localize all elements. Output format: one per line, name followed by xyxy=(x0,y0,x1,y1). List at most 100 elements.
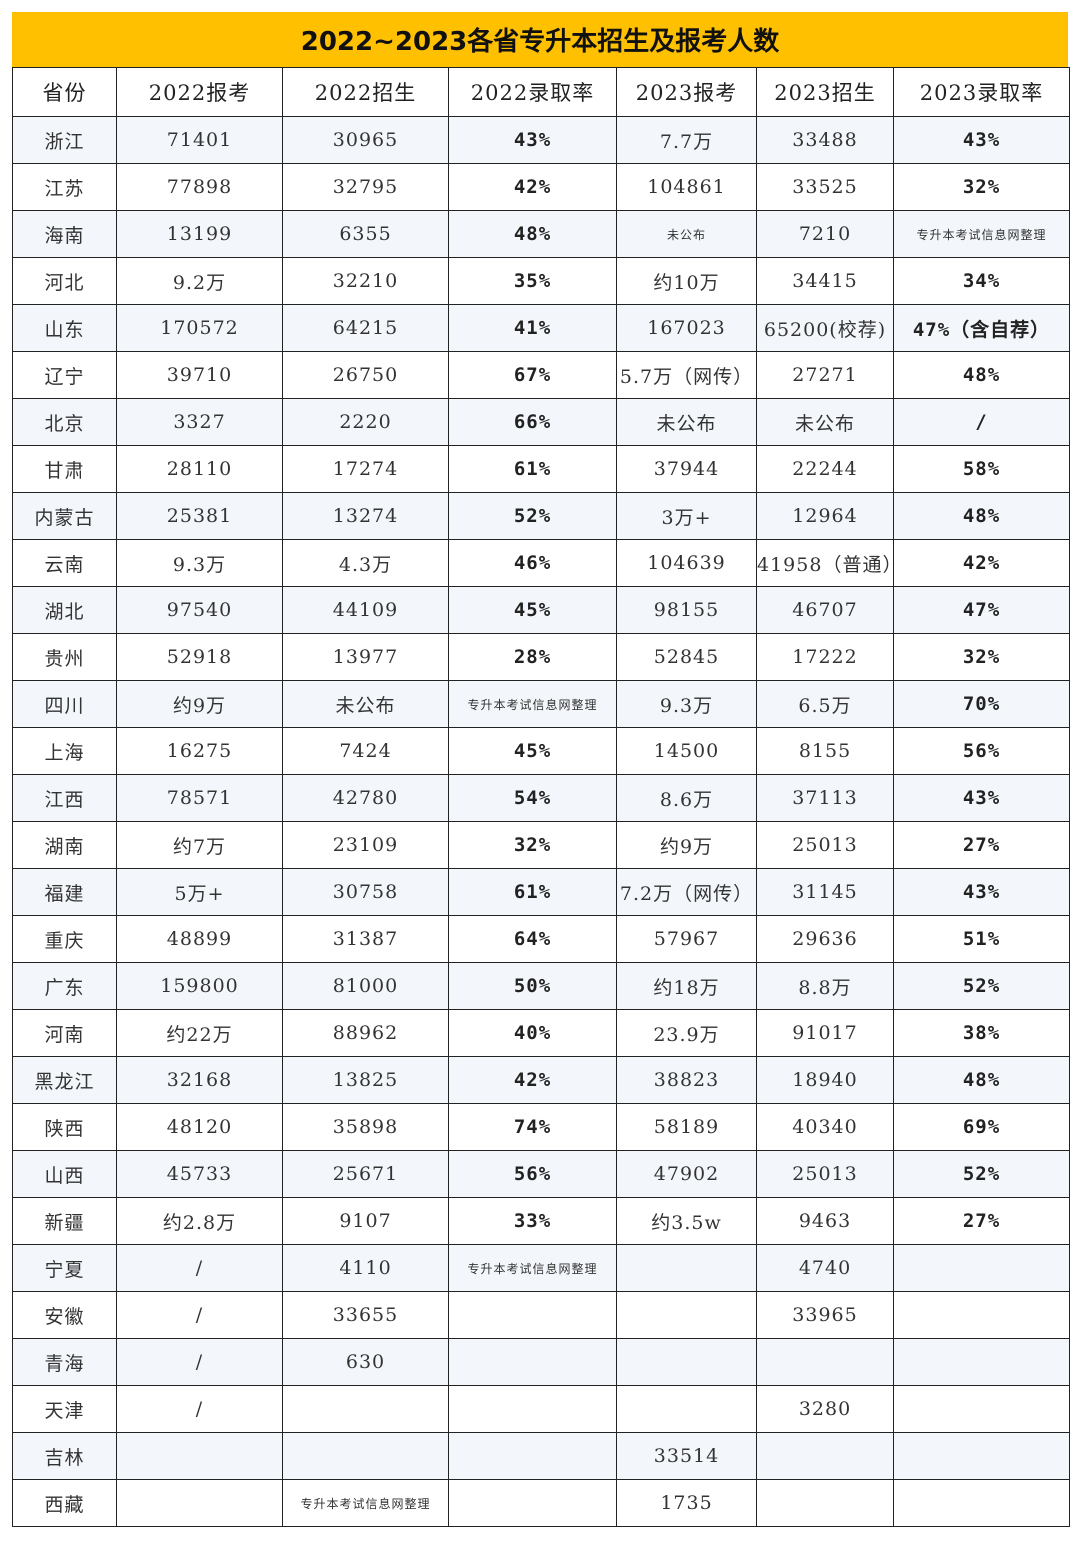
cell-apply-2023: 104639 xyxy=(616,539,757,587)
cell-enroll-2022: 13977 xyxy=(282,633,449,681)
cell-province: 云南 xyxy=(12,539,117,587)
cell-apply-2022: / xyxy=(116,1338,283,1386)
cell-enroll-2022: 13825 xyxy=(282,1056,449,1104)
cell-apply-2022: 39710 xyxy=(116,351,283,399)
cell-apply-2023: 未公布 xyxy=(616,398,757,446)
cell-rate-2022: 61% xyxy=(448,445,617,493)
cell-rate-2023: 38% xyxy=(893,1009,1070,1057)
cell-province: 西藏 xyxy=(12,1479,117,1527)
cell-rate-2023: 52% xyxy=(893,1150,1070,1198)
cell-enroll-2023: 41958（普通） xyxy=(756,539,894,587)
cell-apply-2022: 159800 xyxy=(116,962,283,1010)
cell-apply-2022: 约7万 xyxy=(116,821,283,869)
cell-rate-2022: 74% xyxy=(448,1103,617,1151)
cell-apply-2023: 167023 xyxy=(616,304,757,352)
cell-enroll-2023: 27271 xyxy=(756,351,894,399)
cell-rate-2022: 45% xyxy=(448,586,617,634)
table-row: 天津/ 3280 xyxy=(12,1385,1070,1433)
cell-rate-2022: 40% xyxy=(448,1009,617,1057)
cell-apply-2023: 5.7万（网传） xyxy=(616,351,757,399)
cell-apply-2022: 约2.8万 xyxy=(116,1197,283,1245)
cell-apply-2023 xyxy=(616,1291,757,1339)
cell-enroll-2023: 8.8万 xyxy=(756,962,894,1010)
table-row: 云南 9.3万 4.3万 46% 104639 41958（普通） 42% xyxy=(12,539,1070,587)
cell-enroll-2022: 81000 xyxy=(282,962,449,1010)
cell-rate-2023: 48% xyxy=(893,351,1070,399)
cell-rate-2023 xyxy=(893,1432,1070,1480)
cell-enroll-2022: 4110 xyxy=(282,1244,449,1292)
cell-enroll-2022: 13274 xyxy=(282,492,449,540)
cell-enroll-2022: 17274 xyxy=(282,445,449,493)
cell-rate-2022 xyxy=(448,1432,617,1480)
cell-rate-2023 xyxy=(893,1244,1070,1292)
cell-enroll-2022: 35898 xyxy=(282,1103,449,1151)
cell-enroll-2022: 9107 xyxy=(282,1197,449,1245)
cell-enroll-2023: 22244 xyxy=(756,445,894,493)
cell-enroll-2022: 64215 xyxy=(282,304,449,352)
cell-enroll-2022: 专升本考试信息网整理 xyxy=(282,1479,449,1527)
cell-enroll-2023: 未公布 xyxy=(756,398,894,446)
cell-province: 湖南 xyxy=(12,821,117,869)
cell-apply-2023: 14500 xyxy=(616,727,757,775)
cell-enroll-2022: 7424 xyxy=(282,727,449,775)
table-row: 山东 170572 64215 41% 167023 65200(校荐) 47%（含自荐） xyxy=(12,304,1070,352)
cell-rate-2022 xyxy=(448,1479,617,1527)
cell-apply-2023: 1735 xyxy=(616,1479,757,1527)
header-apply-2022: 2022报考 xyxy=(116,67,283,117)
cell-enroll-2023: 46707 xyxy=(756,586,894,634)
cell-apply-2022: 78571 xyxy=(116,774,283,822)
cell-province: 海南 xyxy=(12,210,117,258)
table-row: 陕西 48120 35898 74% 58189 40340 69% xyxy=(12,1103,1070,1151)
cell-rate-2022: 56% xyxy=(448,1150,617,1198)
table-row: 上海 16275 7424 45% 14500 8155 56% xyxy=(12,727,1070,775)
cell-rate-2023: 43% xyxy=(893,116,1070,164)
cell-rate-2023: 27% xyxy=(893,821,1070,869)
cell-province: 江苏 xyxy=(12,163,117,211)
cell-enroll-2022: 44109 xyxy=(282,586,449,634)
cell-apply-2023 xyxy=(616,1244,757,1292)
cell-apply-2022 xyxy=(116,1432,283,1480)
cell-enroll-2023: 8155 xyxy=(756,727,894,775)
cell-province: 四川 xyxy=(12,680,117,728)
cell-apply-2023: 52845 xyxy=(616,633,757,681)
table-row: 福建 5万+ 30758 61% 7.2万（网传） 31145 43% xyxy=(12,868,1070,916)
cell-rate-2023: 27% xyxy=(893,1197,1070,1245)
cell-apply-2023: 约10万 xyxy=(616,257,757,305)
cell-enroll-2022 xyxy=(282,1432,449,1480)
table-row: 内蒙古 25381 13274 52% 3万+ 12964 48% xyxy=(12,492,1070,540)
table-row: 湖北 97540 44109 45% 98155 46707 47% xyxy=(12,586,1070,634)
table-row: 广东 159800 81000 50% 约18万 8.8万 52% xyxy=(12,962,1070,1010)
cell-province: 新疆 xyxy=(12,1197,117,1245)
cell-rate-2023: 43% xyxy=(893,868,1070,916)
cell-rate-2023 xyxy=(893,1338,1070,1386)
cell-apply-2022 xyxy=(116,1479,283,1527)
cell-rate-2023 xyxy=(893,1291,1070,1339)
cell-apply-2022: 170572 xyxy=(116,304,283,352)
cell-rate-2022: 66% xyxy=(448,398,617,446)
cell-enroll-2023 xyxy=(756,1479,894,1527)
cell-rate-2022: 48% xyxy=(448,210,617,258)
cell-rate-2023: 47%（含自荐） xyxy=(893,304,1070,352)
cell-enroll-2023 xyxy=(756,1338,894,1386)
cell-enroll-2022 xyxy=(282,1385,449,1433)
cell-apply-2022: 9.3万 xyxy=(116,539,283,587)
cell-enroll-2022: 30758 xyxy=(282,868,449,916)
cell-province: 河南 xyxy=(12,1009,117,1057)
cell-apply-2023: 未公布 xyxy=(616,210,757,258)
table-row: 江苏 77898 32795 42% 104861 33525 32% xyxy=(12,163,1070,211)
cell-rate-2023: 48% xyxy=(893,492,1070,540)
cell-rate-2022: 45% xyxy=(448,727,617,775)
cell-rate-2023: 69% xyxy=(893,1103,1070,1151)
cell-enroll-2023: 25013 xyxy=(756,821,894,869)
cell-province: 宁夏 xyxy=(12,1244,117,1292)
table-row: 甘肃 28110 17274 61% 37944 22244 58% xyxy=(12,445,1070,493)
cell-rate-2022: 专升本考试信息网整理 xyxy=(448,1244,617,1292)
cell-apply-2022: 52918 xyxy=(116,633,283,681)
cell-apply-2022: 9.2万 xyxy=(116,257,283,305)
cell-enroll-2023: 6.5万 xyxy=(756,680,894,728)
cell-province: 青海 xyxy=(12,1338,117,1386)
cell-enroll-2022: 6355 xyxy=(282,210,449,258)
cell-rate-2023: 34% xyxy=(893,257,1070,305)
table-row: 河南 约22万 88962 40% 23.9万 91017 38% xyxy=(12,1009,1070,1057)
cell-apply-2022: 48899 xyxy=(116,915,283,963)
